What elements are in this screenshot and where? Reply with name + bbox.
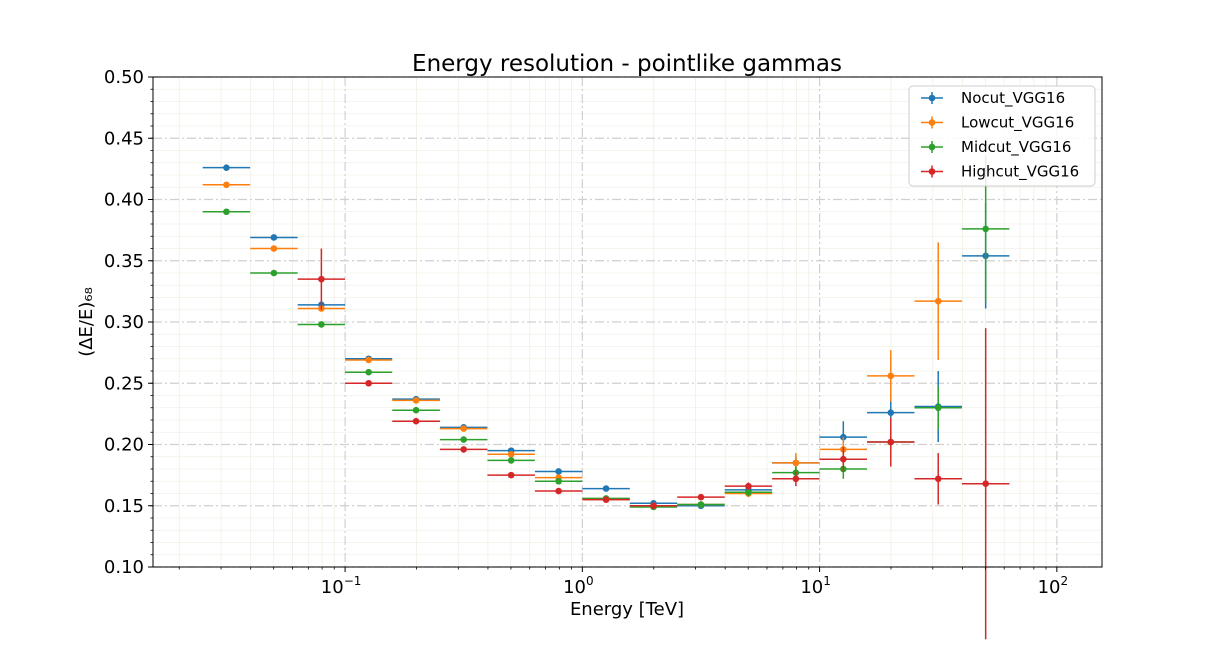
data-point xyxy=(223,208,230,216)
data-point xyxy=(887,409,895,416)
tick-labels: 0.10 0.15 0.20 0.25 0.30 0.35 0.40 0.45 0.50 10−1… xyxy=(104,67,1068,598)
legend-label: Nocut_VGG16 xyxy=(961,89,1065,108)
series-highcut-vgg16 xyxy=(297,248,1010,640)
data-point xyxy=(365,368,372,376)
legend-entry: Highcut_VGG16 xyxy=(921,163,1079,182)
legend: Nocut_VGG16 Lowcut_VGG16 Midcut_VGG16 Highc… xyxy=(908,85,1096,187)
y-tick-label: 0.15 xyxy=(104,496,144,517)
axis-ticks xyxy=(148,76,1058,572)
legend-entry: Nocut_VGG16 xyxy=(921,89,1065,108)
data-point xyxy=(745,482,752,490)
data-point xyxy=(650,502,657,510)
data-point xyxy=(555,477,562,485)
data-point xyxy=(555,468,562,475)
data-point xyxy=(602,485,610,492)
legend-label: Lowcut_VGG16 xyxy=(961,114,1074,133)
legend-label: Midcut_VGG16 xyxy=(961,138,1071,157)
data-point xyxy=(507,457,515,464)
legend-marker-dot xyxy=(928,168,936,175)
data-point xyxy=(507,471,515,479)
data-point xyxy=(840,455,847,463)
x-tick-label: 100 xyxy=(563,574,594,598)
data-point xyxy=(412,397,420,404)
legend-box xyxy=(908,85,1096,187)
y-tick-label: 0.25 xyxy=(104,373,144,394)
data-point xyxy=(887,438,895,446)
x-tick-label: 101 xyxy=(800,574,831,598)
data-point xyxy=(270,234,278,241)
data-point xyxy=(460,446,467,453)
data-point xyxy=(934,297,942,305)
data-point xyxy=(223,181,230,189)
y-tick-label: 0.10 xyxy=(104,557,144,578)
data-point xyxy=(270,269,278,277)
data-point xyxy=(412,417,420,425)
legend-entry: Midcut_VGG16 xyxy=(921,138,1071,157)
data-point xyxy=(602,496,610,503)
data-point xyxy=(365,356,372,364)
data-point xyxy=(412,406,420,414)
y-tick-label: 0.50 xyxy=(104,67,144,88)
legend-marker-dot xyxy=(928,143,936,151)
legend-entry: Lowcut_VGG16 xyxy=(921,114,1074,133)
x-tick-label: 10−1 xyxy=(321,574,362,598)
data-point xyxy=(792,475,800,483)
data-point xyxy=(745,488,752,496)
x-tick-label: 102 xyxy=(1038,574,1069,598)
data-point xyxy=(792,459,800,467)
chart-title: Energy resolution - pointlike gammas xyxy=(412,51,842,77)
series-layer xyxy=(202,155,1010,640)
data-point xyxy=(365,379,372,387)
data-point xyxy=(460,436,467,443)
y-tick-label: 0.45 xyxy=(104,128,144,149)
data-point xyxy=(270,245,278,252)
y-tick-label: 0.40 xyxy=(104,190,144,211)
data-point xyxy=(318,321,325,328)
data-point xyxy=(460,425,467,432)
x-axis-label: Energy [TeV] xyxy=(570,599,684,620)
data-point xyxy=(982,225,989,233)
data-point xyxy=(934,475,942,483)
legend-label: Highcut_VGG16 xyxy=(961,163,1079,182)
data-point xyxy=(982,480,989,488)
y-tick-label: 0.35 xyxy=(104,251,144,272)
legend-marker-dot xyxy=(928,94,936,102)
legend-marker-dot xyxy=(928,119,936,126)
data-point xyxy=(697,493,705,501)
data-point xyxy=(223,164,230,171)
y-tick-label: 0.20 xyxy=(104,435,144,456)
y-axis-label: (ΔE/E)₆₈ xyxy=(76,287,97,357)
data-point xyxy=(697,501,705,508)
y-tick-label: 0.30 xyxy=(104,312,144,333)
data-point xyxy=(887,372,895,380)
data-point xyxy=(555,487,562,495)
data-point xyxy=(934,404,942,412)
data-point xyxy=(507,451,515,458)
data-point xyxy=(318,275,325,283)
